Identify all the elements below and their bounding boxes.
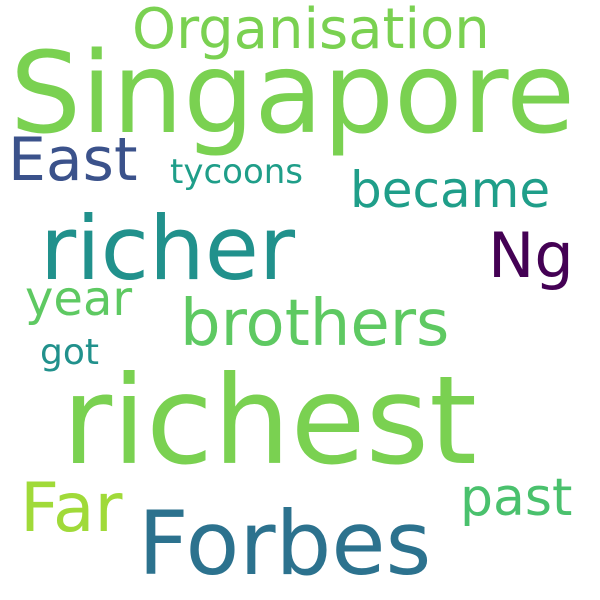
- word-got: got: [40, 332, 99, 373]
- word-far: Far: [20, 469, 123, 548]
- word-singapore: Singapore: [10, 29, 576, 159]
- word-tycoons: tycoons: [170, 152, 304, 192]
- word-year: year: [25, 271, 133, 327]
- word-past: past: [460, 468, 573, 528]
- word-brothers: brothers: [180, 287, 450, 361]
- word-richest: richest: [62, 350, 477, 492]
- word-richer: richer: [40, 197, 296, 300]
- word-became: became: [350, 161, 551, 219]
- word-east: East: [8, 125, 138, 195]
- word-organisation: Organisation: [132, 0, 490, 62]
- word-forbes: Forbes: [138, 492, 432, 595]
- word-ng: Ng: [488, 219, 574, 292]
